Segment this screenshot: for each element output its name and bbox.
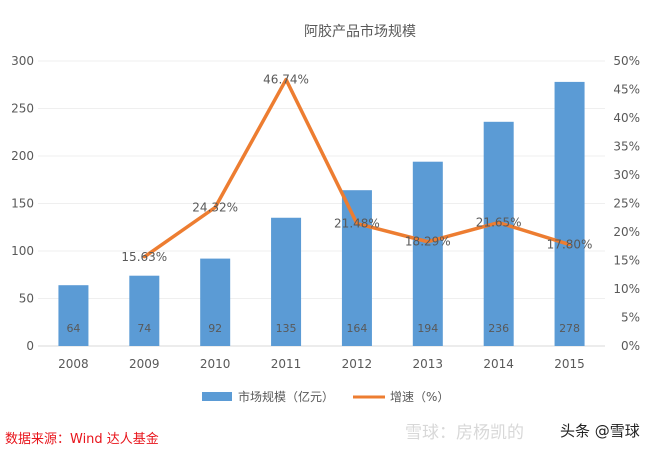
growth-point-2011 xyxy=(284,78,288,82)
legend-bar-swatch xyxy=(202,392,232,401)
y-tick-label: 200 xyxy=(11,149,34,163)
bar-2012 xyxy=(341,190,372,346)
watermark-toutiao: 头条 @雪球 xyxy=(560,422,640,440)
legend: 市场规模（亿元） 增速（%） xyxy=(202,389,449,404)
y2-tick-label: 25% xyxy=(613,197,640,211)
growth-point-2013 xyxy=(426,240,430,244)
chart-title: 阿胶产品市场规模 xyxy=(304,23,416,40)
watermark: 雪球：房杨凯的 xyxy=(405,423,524,443)
bar-2010 xyxy=(200,258,231,346)
y2-tick-label: 40% xyxy=(613,111,640,125)
x-tick-label: 2009 xyxy=(129,357,160,371)
growth-label: 46.74% xyxy=(263,73,309,87)
y-tick-label: 300 xyxy=(11,54,34,68)
growth-label: 15.63% xyxy=(121,250,167,264)
bar-label: 74 xyxy=(137,322,151,335)
legend-line-label: 增速（%） xyxy=(390,390,449,404)
y2-tick-label: 50% xyxy=(613,54,640,68)
x-tick-label: 2008 xyxy=(58,357,89,371)
bar-2011 xyxy=(271,217,302,346)
y-tick-label: 150 xyxy=(11,197,34,211)
legend-bar-label: 市场规模（亿元） xyxy=(238,389,334,404)
y2-tick-label: 0% xyxy=(621,339,640,353)
bar-label: 236 xyxy=(488,322,509,335)
x-tick-label: 2015 xyxy=(554,357,585,371)
bar-label: 194 xyxy=(417,322,438,335)
x-tick-label: 2011 xyxy=(271,357,302,371)
y-tick-label: 0 xyxy=(26,339,34,353)
bar-label: 64 xyxy=(66,322,80,335)
bar-label: 92 xyxy=(208,322,222,335)
y2-tick-label: 30% xyxy=(613,168,640,182)
x-tick-label: 2014 xyxy=(483,357,514,371)
y2-tick-label: 5% xyxy=(621,311,640,325)
x-tick-label: 2010 xyxy=(200,357,231,371)
bar-2008 xyxy=(58,285,89,346)
growth-point-2009 xyxy=(142,255,146,259)
y-tick-label: 50 xyxy=(19,292,34,306)
x-tick-label: 2012 xyxy=(342,357,373,371)
y-tick-label: 100 xyxy=(11,244,34,258)
growth-label: 18.29% xyxy=(405,235,451,249)
bar-2014 xyxy=(483,121,514,346)
growth-label: 17.80% xyxy=(547,238,593,252)
bar-2015 xyxy=(554,81,585,347)
bar-label: 135 xyxy=(276,322,297,335)
y2-tick-label: 15% xyxy=(613,254,640,268)
bar-2009 xyxy=(129,275,160,346)
y2-tick-label: 10% xyxy=(613,282,640,296)
y2-tick-label: 20% xyxy=(613,225,640,239)
bar-label: 278 xyxy=(559,322,580,335)
growth-point-2015 xyxy=(568,243,572,247)
growth-label: 21.48% xyxy=(334,217,380,231)
x-tick-label: 2013 xyxy=(413,357,444,371)
source-note: 数据来源：Wind 达人基金 xyxy=(5,432,159,447)
growth-label: 21.65% xyxy=(476,216,522,230)
growth-point-2012 xyxy=(355,222,359,226)
bar-2013 xyxy=(412,161,443,346)
growth-point-2014 xyxy=(497,221,501,225)
bar-label: 164 xyxy=(346,322,367,335)
y-tick-label: 250 xyxy=(11,102,34,116)
y2-tick-label: 45% xyxy=(613,83,640,97)
growth-point-2010 xyxy=(213,205,217,209)
growth-label: 24.32% xyxy=(192,200,238,214)
y2-tick-label: 35% xyxy=(613,140,640,154)
